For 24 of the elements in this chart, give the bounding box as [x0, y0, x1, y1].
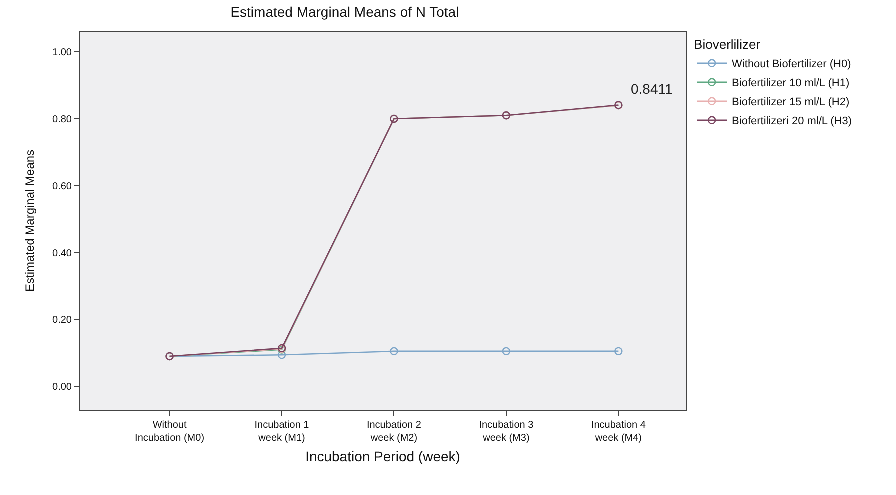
y-tick-label: 0.40: [52, 248, 72, 260]
x-tick-label: Without Incubation (M0): [135, 420, 205, 444]
legend-label: Biofertilizeri 20 ml/L (H3): [732, 116, 852, 128]
x-tick-label: Incubation 4 week (M4): [591, 420, 646, 444]
point: [278, 351, 286, 360]
legend-label: Without Biofertilizer (H0): [732, 58, 852, 71]
legend-title: Bioverlilizer: [694, 36, 762, 52]
point: [502, 347, 511, 356]
y-tick-label: 0.00: [52, 382, 72, 394]
x-axis-title: Incubation Period (week): [306, 448, 460, 464]
y-tick-label: 0.60: [52, 181, 72, 192]
x-tick-label: Incubation 3 week (M3): [479, 420, 534, 444]
x-tick-label: Incubation 2 week (M2): [366, 420, 422, 444]
annotation: 0.8411: [631, 81, 673, 97]
legend-label: Biofertilizer 15 ml/L (H2): [732, 96, 850, 109]
point: [614, 347, 623, 356]
y-axis-title: Estimated Marginal Means: [22, 150, 37, 292]
y-tick-label: 1.00: [52, 48, 72, 59]
point: [390, 347, 398, 356]
y-tick-label: 0.20: [52, 315, 72, 326]
legend-label: Biofertilizer 10 ml/L (H1): [732, 78, 850, 90]
chart-title: Estimated Marginal Means of N Total: [230, 4, 460, 20]
x-tick-label: Incubation 1 week (M1): [254, 420, 310, 444]
y-tick-label: 0.80: [52, 114, 72, 126]
